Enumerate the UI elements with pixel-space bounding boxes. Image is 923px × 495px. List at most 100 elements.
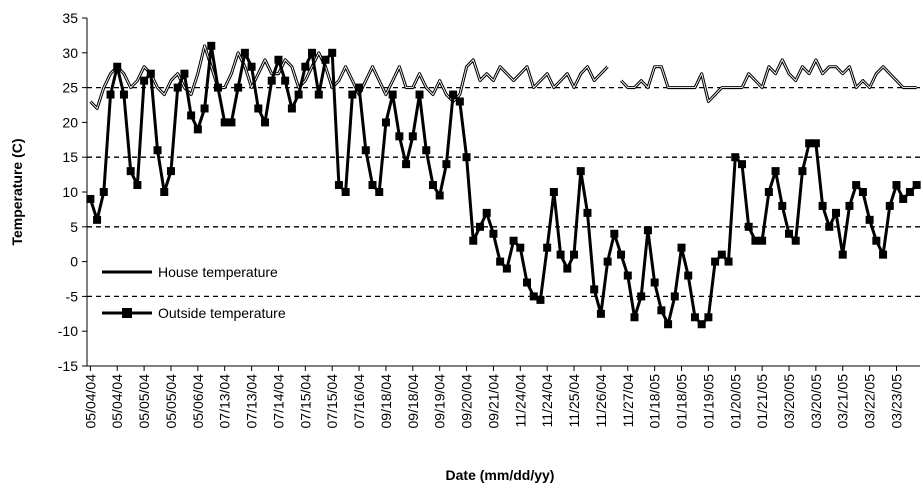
point	[590, 285, 599, 294]
y-tick-label: 5	[70, 219, 78, 235]
point	[469, 236, 478, 245]
point	[408, 132, 417, 141]
x-tick-label: 07/14/04	[270, 374, 286, 429]
point	[516, 243, 525, 252]
point	[838, 250, 847, 259]
point	[563, 264, 572, 273]
point	[267, 76, 276, 85]
point	[402, 160, 411, 169]
point	[610, 229, 619, 238]
point	[697, 320, 706, 329]
point	[106, 90, 115, 99]
point	[764, 188, 773, 196]
point	[879, 250, 888, 259]
x-tick-label: 03/20/05	[781, 374, 797, 429]
point	[751, 236, 760, 245]
point	[274, 55, 283, 64]
point	[623, 271, 632, 280]
x-tick-label: 07/15/04	[324, 374, 340, 429]
point	[543, 243, 552, 252]
point	[428, 181, 437, 190]
x-tick-label: 09/18/04	[405, 374, 421, 429]
point	[341, 188, 350, 196]
point	[711, 257, 720, 266]
point	[388, 90, 397, 99]
point	[328, 48, 337, 57]
point	[133, 181, 142, 190]
point	[126, 167, 135, 176]
point	[187, 111, 196, 120]
point	[603, 257, 612, 266]
point	[630, 313, 639, 322]
point	[556, 250, 565, 259]
point	[301, 62, 310, 71]
point	[523, 278, 532, 287]
point	[744, 222, 753, 231]
point	[643, 226, 652, 235]
point	[462, 153, 471, 162]
point	[731, 153, 740, 162]
x-tick-label: 01/18/05	[674, 374, 690, 429]
x-tick-label: 07/15/04	[297, 374, 313, 429]
y-tick-label: -15	[58, 358, 78, 374]
point	[140, 76, 149, 85]
point	[153, 146, 162, 155]
point	[852, 181, 861, 190]
point	[99, 188, 108, 196]
x-tick-label: 01/21/05	[754, 374, 770, 429]
x-tick-label: 09/19/04	[432, 374, 448, 429]
point	[549, 188, 558, 196]
y-tick-label: 15	[62, 149, 78, 165]
x-tick-label: 11/27/04	[620, 374, 636, 428]
point	[704, 313, 713, 322]
point	[294, 90, 303, 99]
point	[905, 188, 914, 196]
point	[536, 295, 545, 304]
x-tick-label: 01/19/05	[700, 374, 716, 429]
x-tick-label: 07/13/04	[217, 374, 233, 429]
x-tick-label: 05/04/04	[82, 374, 98, 429]
x-tick-label: 01/20/05	[727, 374, 743, 429]
point	[778, 201, 787, 210]
point	[113, 62, 122, 71]
x-tick-label: 07/13/04	[244, 374, 260, 429]
point	[213, 83, 222, 92]
point	[657, 306, 666, 315]
point	[912, 181, 921, 190]
point	[234, 83, 243, 92]
point	[160, 188, 169, 196]
point	[261, 118, 270, 127]
point	[254, 104, 263, 113]
y-tick-label: 20	[62, 114, 78, 130]
point	[670, 292, 679, 301]
x-tick-label: 11/24/04	[539, 374, 555, 428]
point	[805, 139, 814, 148]
legend-label: House temperature	[158, 264, 278, 280]
y-tick-label: -5	[66, 288, 79, 304]
point	[885, 201, 894, 210]
point	[583, 208, 592, 217]
point	[872, 236, 881, 245]
point	[637, 292, 646, 301]
point	[811, 139, 820, 148]
x-tick-label: 07/16/04	[351, 374, 367, 429]
point	[193, 125, 202, 134]
point	[798, 167, 807, 176]
point	[509, 236, 518, 245]
point	[865, 215, 874, 224]
point	[475, 222, 484, 231]
point	[449, 90, 458, 99]
point	[93, 215, 102, 224]
x-tick-label: 03/20/05	[808, 374, 824, 429]
x-axis-title: Date (mm/dd/yy)	[446, 467, 555, 483]
point	[415, 90, 424, 99]
point	[395, 132, 404, 141]
x-tick-label: 11/26/04	[593, 374, 609, 428]
series-line-inner	[90, 44, 917, 110]
x-tick-label: 09/18/04	[378, 374, 394, 429]
point	[758, 236, 767, 245]
point	[455, 97, 464, 106]
legend-marker	[122, 308, 132, 318]
point	[435, 191, 444, 200]
point	[422, 146, 431, 155]
